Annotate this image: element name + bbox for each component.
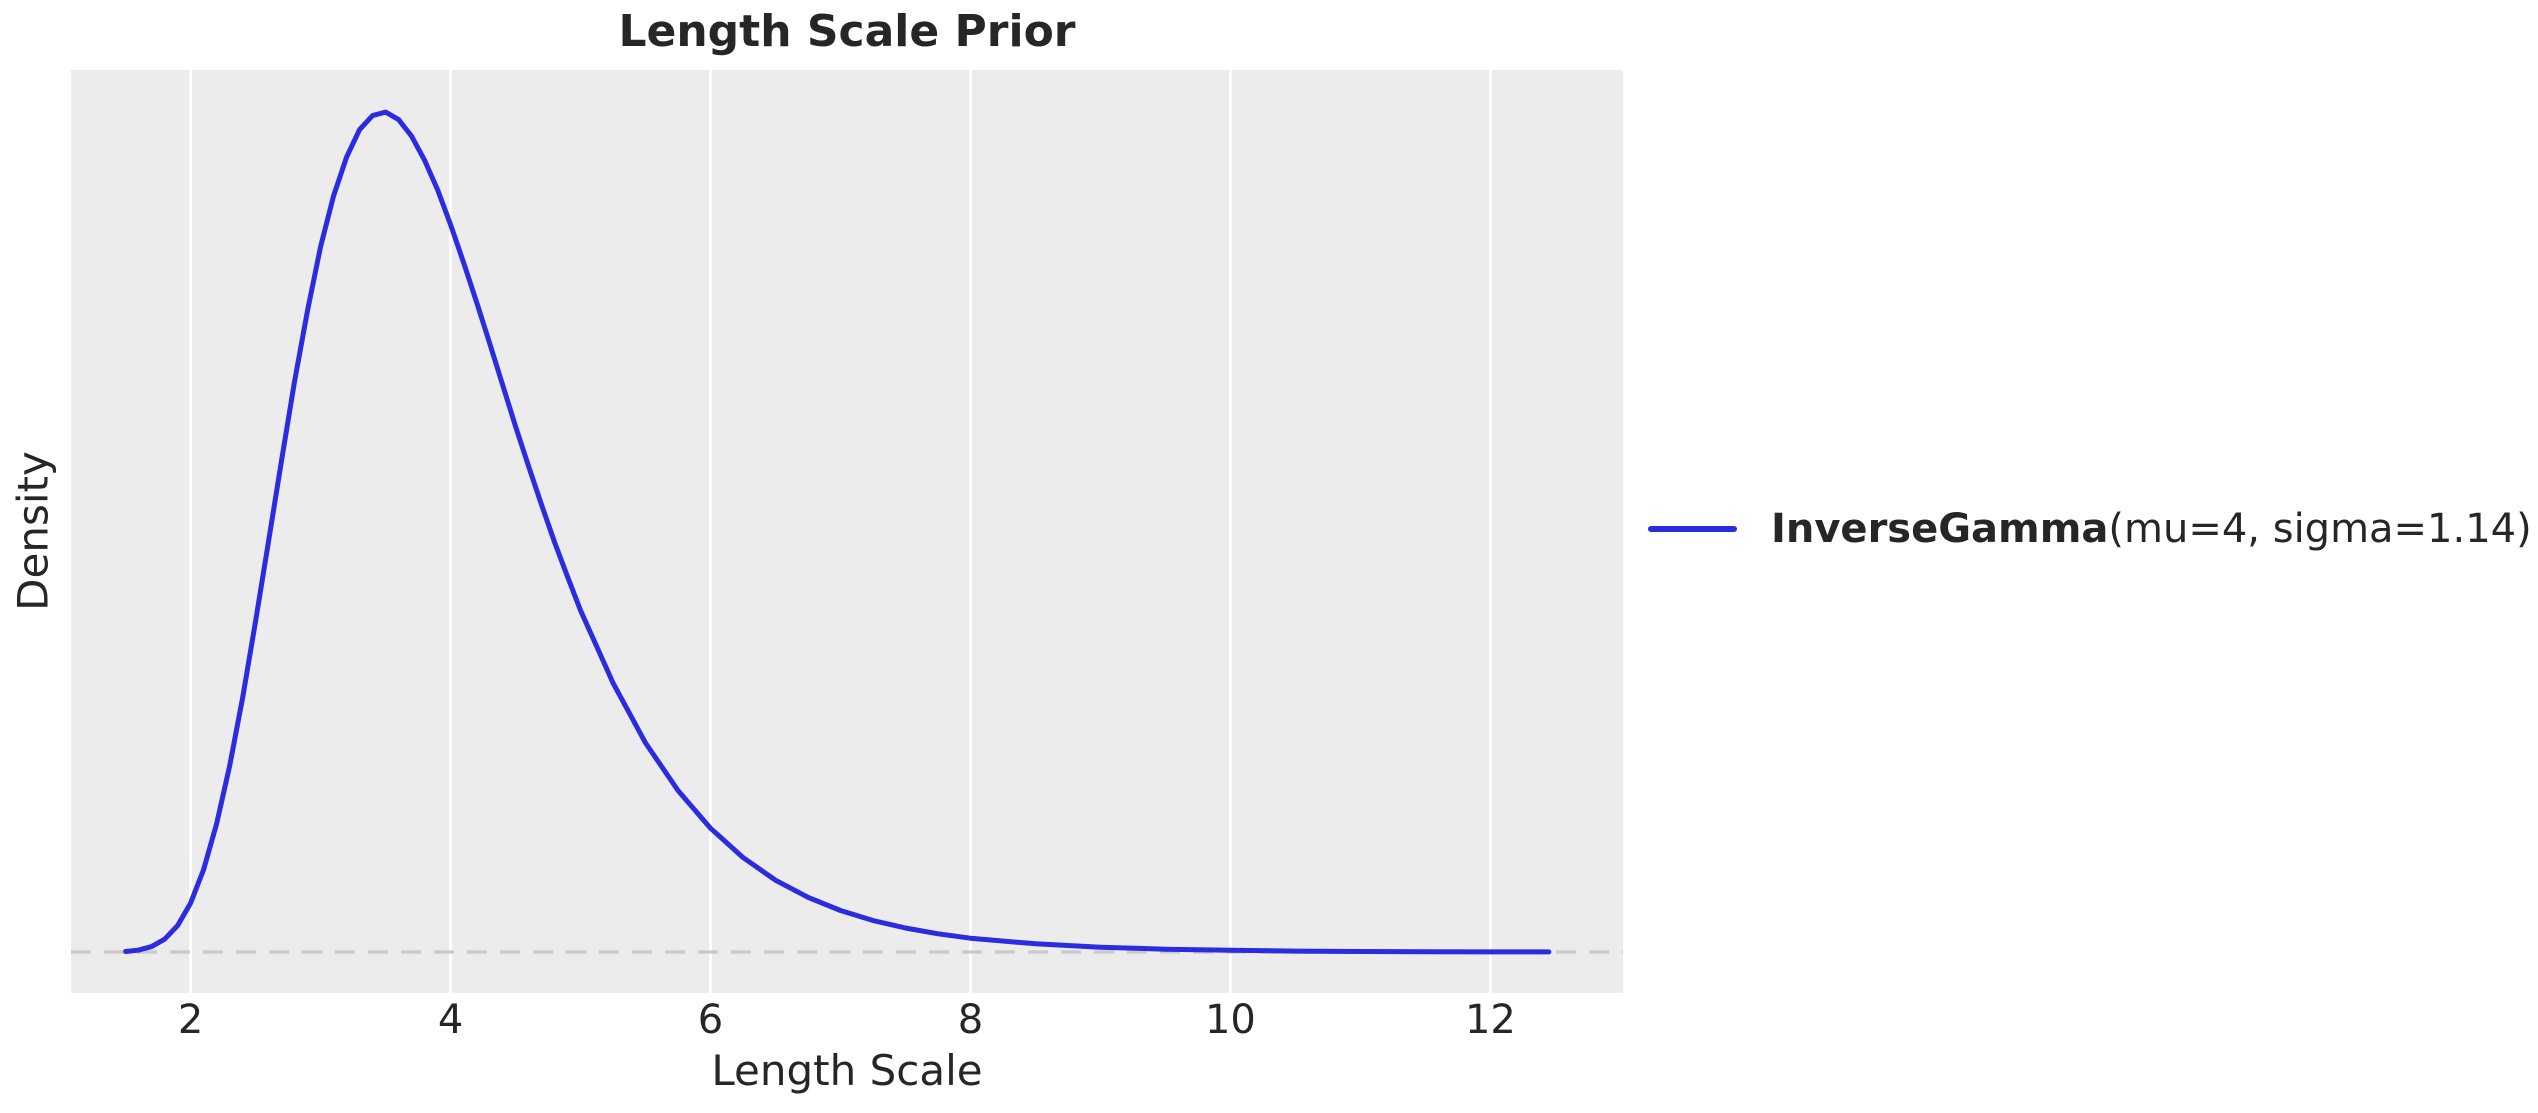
x-tick-label: 2 [177, 997, 204, 1043]
legend: InverseGamma(mu=4, sigma=1.14) [1648, 504, 2532, 554]
x-axis-ticks: 2 4 6 8 10 12 [0, 998, 2538, 1048]
x-tick-label: 6 [697, 997, 724, 1043]
legend-label-params: (mu=4, sigma=1.14) [2108, 506, 2532, 552]
plot-area [71, 70, 1623, 993]
x-tick-label: 4 [437, 997, 464, 1043]
legend-label-distribution: InverseGamma [1771, 506, 2109, 552]
density-curve [123, 109, 1552, 955]
x-tick-label: 10 [1204, 997, 1256, 1043]
density-plot-canvas [71, 70, 1623, 993]
y-axis-label: Density [8, 451, 58, 611]
chart-title: Length Scale Prior [618, 6, 1076, 57]
x-tick-label: 8 [957, 997, 984, 1043]
x-axis-label: Length Scale [711, 1046, 983, 1095]
x-tick-label: 12 [1464, 997, 1516, 1043]
legend-line-sample [1648, 526, 1737, 532]
legend-label: InverseGamma(mu=4, sigma=1.14) [1771, 504, 2532, 554]
